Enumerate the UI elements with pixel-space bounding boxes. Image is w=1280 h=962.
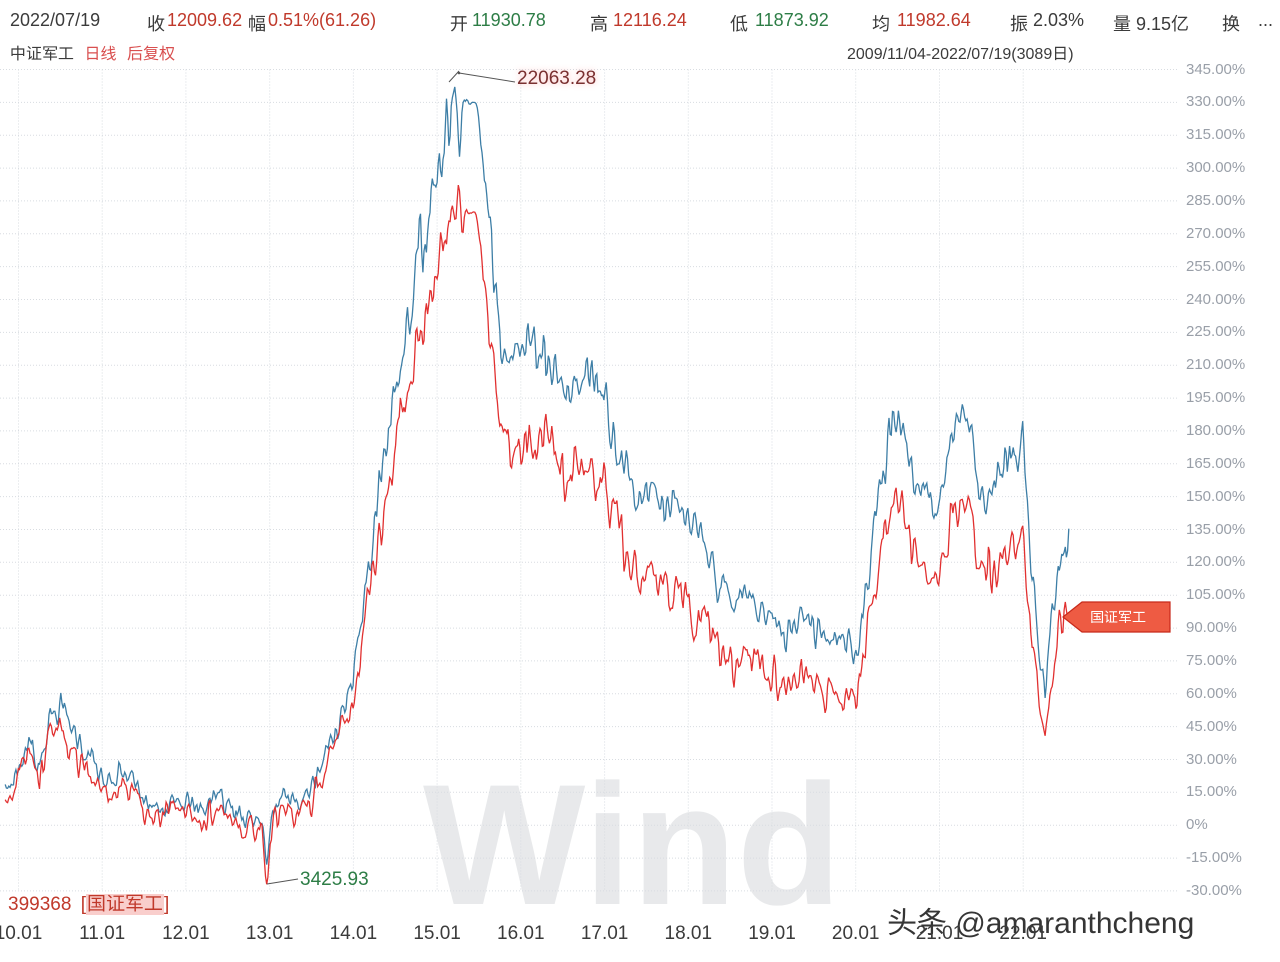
svg-text:国证军工: 国证军工 (1090, 607, 1146, 627)
